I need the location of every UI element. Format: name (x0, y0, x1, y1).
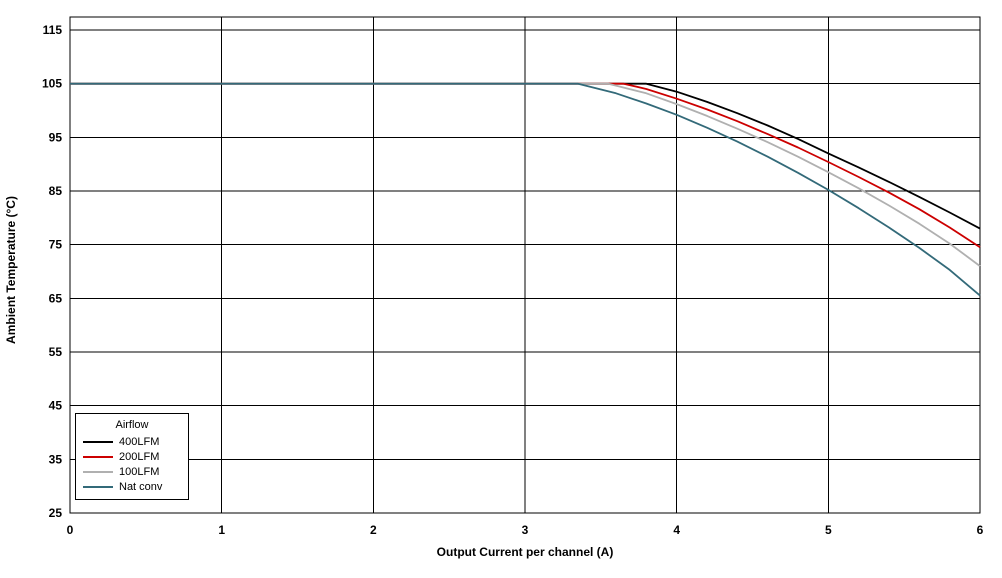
x-tick-label: 2 (370, 523, 377, 537)
series-lines (70, 82, 981, 297)
legend-items: 400LFM 200LFM 100LFM Nat conv (76, 434, 188, 494)
legend-line-swatch (83, 485, 113, 488)
x-tick-label: 3 (522, 523, 529, 537)
x-axis-label: Output Current per channel (A) (437, 545, 614, 559)
x-tick-label: 1 (218, 523, 225, 537)
legend: Airflow 400LFM 200LFM 100LFM Nat conv (75, 413, 189, 500)
legend-line-swatch (83, 470, 113, 473)
y-tick-label: 55 (49, 345, 63, 359)
legend-item: 400LFM (76, 434, 188, 449)
y-tick-label: 25 (49, 506, 63, 520)
x-tick-label: 4 (673, 523, 680, 537)
y-tick-label: 75 (49, 238, 63, 252)
y-tick-label: 35 (49, 452, 63, 466)
y-tick-label: 85 (49, 184, 63, 198)
legend-label: 400LFM (119, 435, 160, 448)
legend-item: Nat conv (76, 479, 188, 494)
legend-label: 100LFM (119, 465, 160, 478)
x-tick-label: 6 (977, 523, 984, 537)
legend-item: 200LFM (76, 449, 188, 464)
legend-title: Airflow (115, 419, 149, 431)
y-tick-label: 45 (49, 399, 63, 413)
grid-lines (70, 17, 980, 513)
y-tick-label: 105 (42, 77, 62, 91)
legend-line-swatch (83, 455, 113, 458)
y-tick-label: 65 (49, 291, 63, 305)
x-tick-label: 5 (825, 523, 832, 537)
series-line-400lfm (70, 82, 981, 230)
series-line-200lfm (70, 82, 981, 249)
legend-label: 200LFM (119, 450, 160, 463)
series-line-100lfm (70, 82, 981, 267)
legend-line-swatch (83, 440, 113, 443)
y-tick-label: 115 (43, 23, 63, 37)
legend-item: 100LFM (76, 464, 188, 479)
x-tick-label: 0 (67, 523, 74, 537)
y-tick-label: 95 (49, 130, 63, 144)
legend-label: Nat conv (119, 480, 163, 493)
y-axis-label: Ambient Temperature (°C) (4, 196, 18, 344)
series-line-nat-conv (70, 82, 981, 297)
